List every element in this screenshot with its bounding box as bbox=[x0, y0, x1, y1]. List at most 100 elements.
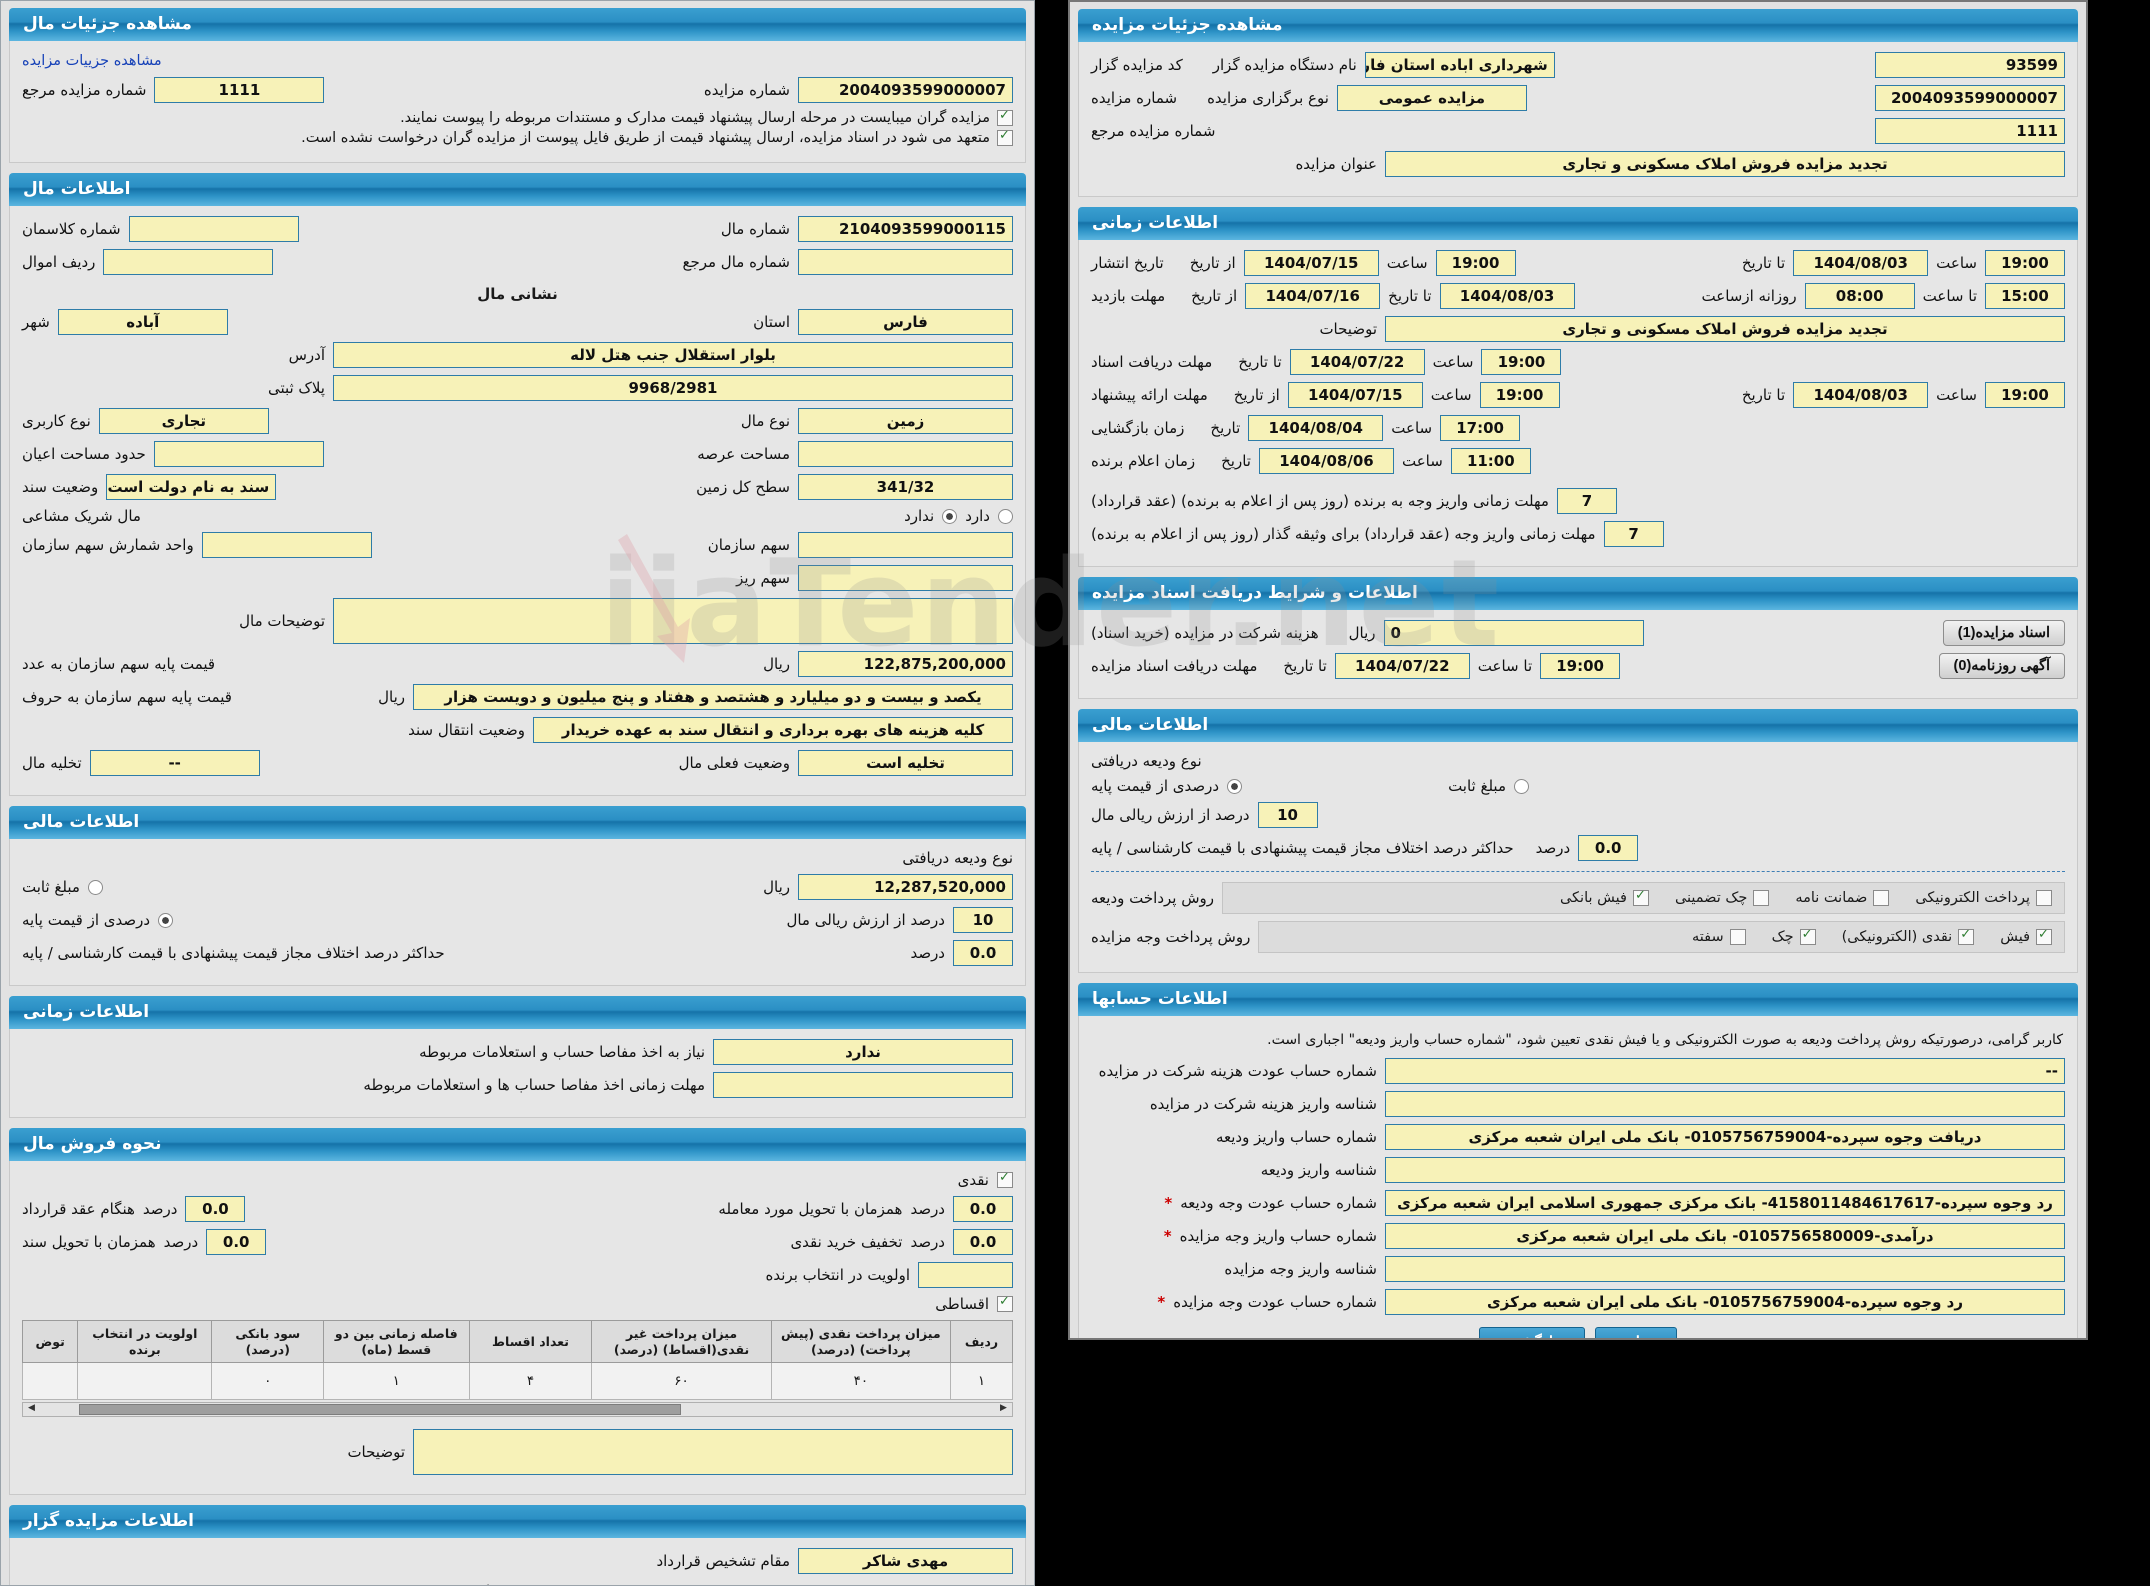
open-time-value[interactable]: 17:00 bbox=[1440, 415, 1521, 441]
scroll-left-arrow-icon[interactable]: ◀ bbox=[28, 1403, 35, 1414]
ref-property-no-value[interactable] bbox=[798, 249, 1013, 275]
hold-type-value[interactable]: مزایده عمومی bbox=[1336, 85, 1527, 111]
auction-no-value-right[interactable]: 2004093599000007 bbox=[1875, 85, 2065, 111]
checkbox-checked-icon[interactable] bbox=[2036, 927, 2052, 945]
total-land-value[interactable]: 341/32 bbox=[798, 474, 1013, 500]
percent-of-base-radio[interactable] bbox=[158, 912, 174, 928]
transfer-cost-value[interactable]: کلیه هزینه های بهره برداری و انتقال سند … bbox=[533, 717, 1013, 743]
current-status-value[interactable]: تخلیه است bbox=[798, 750, 1013, 776]
checkbox-icon[interactable] bbox=[1729, 929, 1746, 945]
daily-to-value[interactable]: 15:00 bbox=[1985, 283, 2065, 309]
auction-payment-3[interactable]: سفته bbox=[1692, 929, 1746, 945]
publish-to-value[interactable]: 1404/08/03 bbox=[1793, 250, 1929, 276]
fixed-amount-radio[interactable] bbox=[87, 879, 103, 895]
cash-checkbox[interactable] bbox=[997, 1170, 1013, 1188]
address-value[interactable]: بلوار استقلال جنب هتل لاله bbox=[333, 342, 1013, 368]
clearance-deadline-value[interactable] bbox=[713, 1072, 1013, 1098]
checkbox-checked-icon[interactable] bbox=[1799, 927, 1816, 945]
doc-deadline-time-value[interactable]: 19:00 bbox=[1540, 653, 1621, 679]
scrollbar-thumb[interactable] bbox=[79, 1404, 681, 1416]
vacate-value[interactable]: -- bbox=[89, 750, 260, 776]
scroll-right-arrow-icon[interactable]: ▶ bbox=[1000, 1403, 1007, 1414]
organizer-name-value[interactable]: شهرداری اباده استان فارس bbox=[1364, 52, 1555, 78]
back-button-right[interactable]: بازگشت bbox=[1479, 1327, 1585, 1338]
ref-auction-no-value-right[interactable]: 1111 bbox=[1875, 118, 2065, 144]
max-diff-value[interactable]: 0.0 bbox=[953, 940, 1013, 966]
payment-desc-value[interactable] bbox=[413, 1429, 1013, 1476]
deposit-days-value2[interactable]: 7 bbox=[1603, 521, 1664, 547]
publish-from-value[interactable]: 1404/07/15 bbox=[1243, 250, 1379, 276]
cash-value-a1[interactable]: 0.0 bbox=[953, 1196, 1013, 1222]
winner-time-value[interactable]: 11:00 bbox=[1450, 448, 1531, 474]
property-desc-value[interactable] bbox=[333, 598, 1013, 644]
time-desc-value[interactable]: تجدید مزایده فروش املاک مسکونی و تجاری bbox=[1385, 316, 2065, 342]
priority-value[interactable] bbox=[918, 1262, 1013, 1288]
deposit-days-value[interactable]: 7 bbox=[1556, 488, 1617, 514]
visit-from-value[interactable]: 1404/07/16 bbox=[1245, 283, 1381, 309]
doc-status-value[interactable]: سند به نام دولت است bbox=[106, 474, 277, 500]
auction-payment-2[interactable]: چک bbox=[1772, 927, 1816, 945]
assets-row-value[interactable] bbox=[103, 249, 274, 275]
account-value-5[interactable]: درآمدی-0105756580009- بانک ملی ایران شعب… bbox=[1385, 1223, 2065, 1249]
org-share-value[interactable] bbox=[798, 532, 1013, 558]
print-button-right[interactable]: چاپ bbox=[1594, 1327, 1677, 1338]
share-detail-value[interactable] bbox=[798, 565, 1013, 591]
checkbox-checked-icon[interactable] bbox=[1632, 888, 1649, 906]
winner-date-value[interactable]: 1404/08/06 bbox=[1258, 448, 1394, 474]
auction-subject-value[interactable]: تجدید مزایده فروش املاک مسکونی و تجاری bbox=[1385, 151, 2065, 177]
account-value-6[interactable] bbox=[1385, 1256, 2065, 1282]
percent-value-right[interactable]: 10 bbox=[1257, 802, 1318, 828]
land-area-value[interactable] bbox=[798, 441, 1013, 467]
ref-auction-no-value[interactable]: 1111 bbox=[154, 77, 325, 103]
offer-from-value[interactable]: 1404/07/15 bbox=[1287, 382, 1423, 408]
province-value[interactable]: فارس bbox=[798, 309, 1013, 335]
doc-receive-to-value[interactable]: 1404/07/22 bbox=[1289, 349, 1425, 375]
publish-from-time-value[interactable]: 19:00 bbox=[1435, 250, 1516, 276]
building-area-value[interactable] bbox=[153, 441, 324, 467]
checkbox-checked-icon[interactable] bbox=[1958, 927, 1975, 945]
doc-deadline-date-value[interactable]: 1404/07/22 bbox=[1334, 653, 1470, 679]
property-no-value[interactable]: 2104093599000115 bbox=[798, 216, 1013, 242]
deposit-amount-value[interactable]: 12,287,520,000 bbox=[798, 874, 1013, 900]
base-price-value[interactable]: 122,875,200,000 bbox=[798, 651, 1013, 677]
organizer-code-value[interactable]: 93599 bbox=[1875, 52, 2065, 78]
account-value-0[interactable]: -- bbox=[1385, 1058, 2065, 1084]
class-no-value[interactable] bbox=[128, 216, 299, 242]
visit-to-value[interactable]: 1404/08/03 bbox=[1439, 283, 1575, 309]
offer-from-time-value[interactable]: 19:00 bbox=[1479, 382, 1560, 408]
account-value-7[interactable]: رد وجوه سپرده-0105756759004- بانک ملی ای… bbox=[1385, 1289, 2065, 1315]
offer-to-time-value[interactable]: 19:00 bbox=[1985, 382, 2065, 408]
checkbox-icon[interactable] bbox=[1873, 890, 1890, 906]
view-auction-details-link[interactable]: مشاهده جزییات مزایده bbox=[22, 53, 162, 69]
account-value-1[interactable] bbox=[1385, 1091, 2065, 1117]
type-value[interactable]: زمین bbox=[798, 408, 1013, 434]
base-price-words-value[interactable]: یکصد و بیست و دو میلیارد و هشتصد و هفتاد… bbox=[413, 684, 1013, 710]
checkbox-icon[interactable] bbox=[1753, 890, 1770, 906]
checkbox-icon[interactable] bbox=[2036, 890, 2052, 906]
account-value-2[interactable]: دریافت وجوه سپرده-0105756759004- بانک مل… bbox=[1385, 1124, 2065, 1150]
plate-value[interactable]: 9968/2981 bbox=[333, 375, 1013, 401]
open-date-value[interactable]: 1404/08/04 bbox=[1248, 415, 1384, 441]
publish-to-time-value[interactable]: 19:00 bbox=[1985, 250, 2065, 276]
deposit-method-0[interactable]: پرداخت الکترونیکی bbox=[1915, 890, 2052, 906]
shared-hasnot-radio[interactable] bbox=[942, 508, 958, 524]
table-row[interactable]: ۱ ۴۰ ۶۰ ۴ ۱ ۰ bbox=[21, 1362, 1014, 1401]
newspaper-ad-button[interactable]: آگهی روزنامه(0) bbox=[1938, 653, 2065, 679]
count-unit-value[interactable] bbox=[201, 532, 372, 558]
cash-value-b1[interactable]: 0.0 bbox=[185, 1196, 246, 1222]
doc-cost-value[interactable]: 0 bbox=[1383, 620, 1644, 646]
contract-officer-value[interactable]: مهدی شاکر bbox=[798, 1548, 1013, 1575]
deposit-method-2[interactable]: چک تضمینی bbox=[1675, 890, 1770, 906]
need-clearance-value[interactable]: ندارد bbox=[713, 1039, 1013, 1065]
percent-value[interactable]: 10 bbox=[953, 907, 1013, 933]
account-value-3[interactable] bbox=[1385, 1157, 2065, 1183]
installment-checkbox[interactable] bbox=[997, 1294, 1013, 1312]
cash-value-b2[interactable]: 0.0 bbox=[206, 1229, 267, 1255]
auction-documents-button[interactable]: اسناد مزایده(1) bbox=[1942, 620, 2065, 646]
shared-has-radio[interactable] bbox=[998, 508, 1013, 524]
city-value[interactable]: آباده bbox=[57, 309, 228, 335]
deposit-method-1[interactable]: ضمانت نامه bbox=[1795, 890, 1890, 906]
auction-no-value[interactable]: 2004093599000007 bbox=[798, 77, 1013, 103]
fixed-radio-right[interactable] bbox=[1514, 778, 1529, 794]
deposit-method-3[interactable]: فیش بانکی bbox=[1560, 888, 1649, 906]
